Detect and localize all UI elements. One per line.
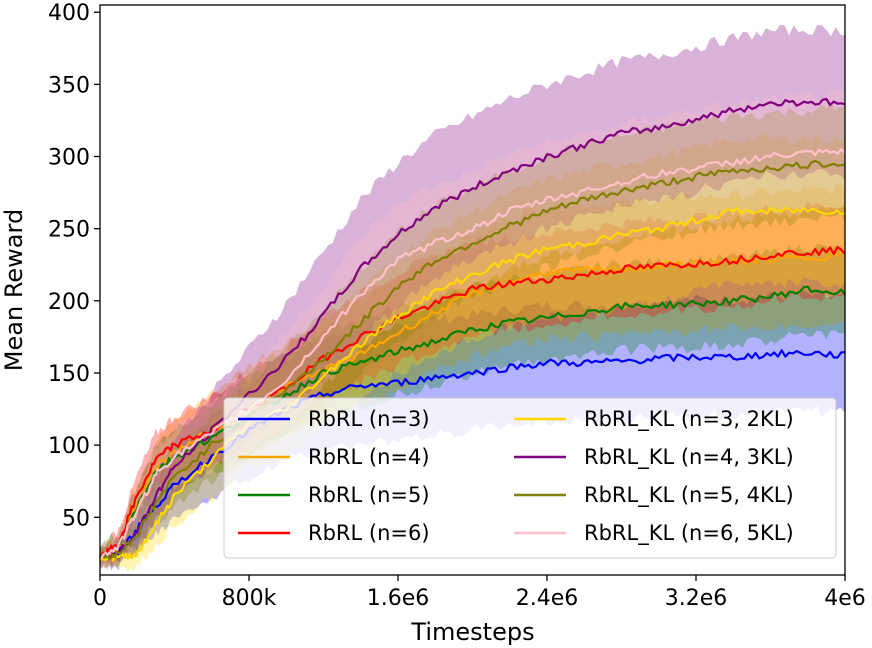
confidence-bands xyxy=(100,25,845,573)
legend-label: RbRL (n=6) xyxy=(308,521,430,545)
x-tick-label: 2.4e6 xyxy=(516,586,579,611)
legend-label: RbRL (n=3) xyxy=(308,407,430,431)
band-1 xyxy=(100,183,845,567)
y-tick-label: 100 xyxy=(48,434,90,459)
legend-label: RbRL_KL (n=5, 4KL) xyxy=(584,483,794,508)
series-line-0 xyxy=(99,349,846,561)
legend: RbRL (n=3) RbRL (n=4) RbRL (n=5) RbRL (n=6)… xyxy=(223,397,837,559)
x-tick-label: 0 xyxy=(93,586,107,611)
series-line-2 xyxy=(99,285,846,560)
legend-label: RbRL_KL (n=6, 5KL) xyxy=(584,521,794,546)
y-tick-label: 350 xyxy=(48,73,90,98)
y-tick-label: 400 xyxy=(48,1,90,26)
band-4 xyxy=(100,133,845,573)
series-line-4 xyxy=(99,206,846,562)
legend-box xyxy=(223,397,837,559)
x-axis-label: Timesteps xyxy=(410,618,534,646)
band-7 xyxy=(100,88,845,569)
series-lines xyxy=(99,97,846,562)
legend-label: RbRL (n=4) xyxy=(308,445,430,469)
band-5 xyxy=(100,25,845,571)
band-0 xyxy=(100,290,845,571)
x-tick-label: 4e6 xyxy=(824,586,866,611)
y-tick-label: 150 xyxy=(48,362,90,387)
x-tick-label: 1.6e6 xyxy=(367,586,430,611)
y-axis-label: Mean Reward xyxy=(0,209,28,371)
y-tick-label: 250 xyxy=(48,218,90,243)
y-tick-label: 50 xyxy=(62,506,90,531)
band-2 xyxy=(100,244,845,569)
plot-frame xyxy=(99,4,846,576)
y-tick-label: 300 xyxy=(48,146,90,171)
legend-label: RbRL_KL (n=4, 3KL) xyxy=(584,445,794,470)
series-line-5 xyxy=(99,97,846,559)
legend-label: RbRL_KL (n=3, 2KL) xyxy=(584,407,794,432)
y-tick-label: 200 xyxy=(48,290,90,315)
legend-label: RbRL (n=5) xyxy=(308,483,430,507)
series-line-7 xyxy=(100,147,846,559)
x-tick-label: 800k xyxy=(222,586,277,611)
band-6 xyxy=(100,103,845,569)
x-tick-label: 3.2e6 xyxy=(665,586,728,611)
series-line-3 xyxy=(99,245,846,559)
band-3 xyxy=(100,200,845,567)
series-line-6 xyxy=(99,160,846,561)
axes: 0 800k 1.6e6 2.4e6 3.2e6 4e6 50 100 150 200 250 300… xyxy=(48,1,866,611)
